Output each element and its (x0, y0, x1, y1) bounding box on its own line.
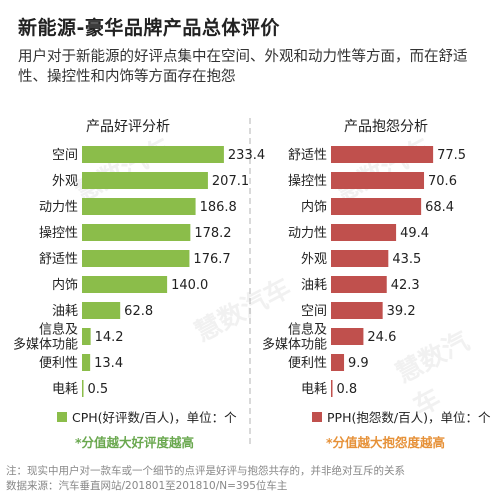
value-label: 186.8 (200, 200, 237, 215)
category-label: 外观 (301, 252, 327, 267)
legend-swatch-complaint (312, 411, 322, 422)
bar-positive (82, 276, 168, 293)
bar-complaint (331, 250, 389, 267)
bar-positive (82, 302, 121, 319)
legend-label-positive: CPH(好评数/百人)，单位：个 (72, 410, 237, 425)
value-label: 42.3 (391, 278, 420, 293)
category-label: 舒适性 (39, 252, 78, 267)
category-label: 油耗 (301, 278, 327, 293)
category-label: 空间 (52, 148, 78, 163)
watermark-text: 慧数汽车 (330, 133, 437, 209)
bar-complaint (331, 354, 345, 371)
legend-complaint: PPH(抱怨数/百人)，单位：个 (312, 407, 490, 426)
value-label: 233.4 (228, 148, 265, 163)
legend-label-complaint: PPH(抱怨数/百人)，单位：个 (327, 410, 491, 425)
bar-positive (82, 224, 191, 241)
bar-positive (82, 380, 84, 397)
category-label: 油耗 (52, 304, 78, 319)
value-label: 0.5 (88, 382, 109, 397)
watermark-text: 慧数汽车 (70, 133, 177, 209)
value-label: 140.0 (171, 278, 208, 293)
category-label: 动力性 (39, 200, 78, 215)
value-label: 24.6 (367, 330, 396, 345)
footer-source: 数据来源：汽车垂直网站/201801至201810/N=395位车主 (6, 480, 288, 492)
category-label: 信息及多媒体功能 (13, 322, 78, 353)
value-label: 43.5 (392, 252, 421, 267)
watermark-text: 慧数汽车 (190, 273, 297, 349)
value-label: 68.4 (425, 200, 454, 215)
value-label: 14.2 (95, 330, 124, 345)
category-label: 动力性 (288, 226, 327, 241)
bar-positive (82, 250, 190, 267)
category-label: 电耗 (301, 382, 327, 397)
chart-title-positive: 产品好评分析 (86, 119, 170, 135)
value-label: 178.2 (194, 226, 231, 241)
note-positive: *分值越大好评度越高 (75, 435, 195, 450)
value-label: 9.9 (348, 356, 369, 371)
value-label: 62.8 (124, 304, 153, 319)
bar-complaint (331, 328, 364, 345)
category-label: 信息及多媒体功能 (262, 322, 327, 353)
category-label: 内饰 (301, 199, 327, 215)
category-label: 内饰 (52, 277, 78, 293)
category-label: 电耗 (52, 382, 78, 397)
bar-complaint (331, 302, 383, 319)
value-label: 39.2 (387, 304, 416, 319)
bar-complaint (331, 276, 387, 293)
legend-positive: CPH(好评数/百人)，单位：个 (57, 407, 237, 426)
category-label: 操控性 (288, 173, 327, 189)
footer-note: 注：现实中用户对一款车或一个细节的点评是好评与抱怨共存的，并非绝对互斥的关系 (6, 465, 405, 477)
category-label: 便利性 (39, 356, 78, 371)
value-label: 77.5 (437, 148, 466, 163)
value-label: 49.4 (400, 226, 429, 241)
bar-complaint (331, 380, 333, 397)
page-subtitle: 用户对于新能源的好评点集中在空间、外观和动力性等方面，而在舒适性、操控性和内饰等… (18, 49, 468, 85)
bar-positive (82, 354, 91, 371)
category-label: 操控性 (39, 225, 78, 241)
value-label: 0.8 (337, 382, 358, 397)
note-complaint: *分值越大抱怨度越高 (326, 435, 446, 450)
bar-complaint (331, 224, 397, 241)
value-label: 176.7 (193, 252, 230, 267)
category-label: 空间 (301, 304, 327, 319)
panel-divider (249, 118, 251, 444)
category-label: 舒适性 (288, 148, 327, 163)
chart-title-complaint: 产品抱怨分析 (344, 119, 428, 135)
value-label: 207.1 (212, 174, 249, 189)
page-title: 新能源-豪华品牌产品总体评价 (18, 17, 280, 39)
bar-positive (82, 328, 91, 345)
value-label: 13.4 (94, 356, 123, 371)
value-label: 70.6 (428, 174, 457, 189)
legend-swatch-positive (57, 411, 67, 422)
category-label: 便利性 (288, 356, 327, 371)
